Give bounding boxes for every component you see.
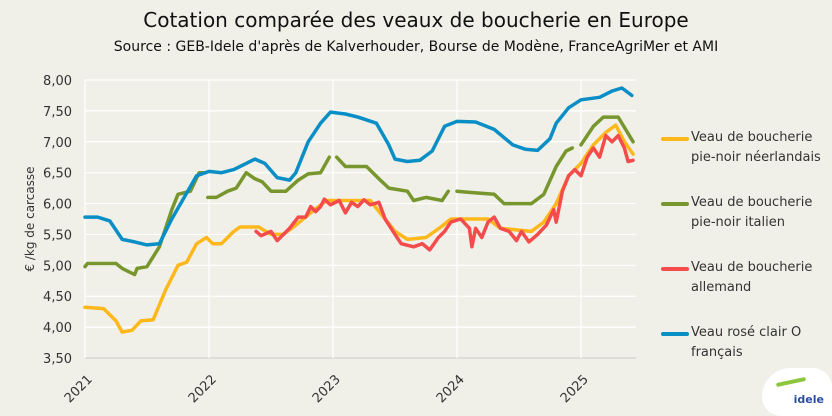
legend-label: français xyxy=(691,345,743,360)
series-line-1 xyxy=(83,115,635,277)
legend-swatch xyxy=(661,332,689,336)
legend-swatch xyxy=(661,202,689,206)
chart-title: Cotation comparée des veaux de boucherie… xyxy=(143,8,689,32)
series-line-2 xyxy=(254,133,635,252)
x-tick-label: 2021 xyxy=(62,372,96,406)
series-line-3 xyxy=(83,86,634,247)
y-tick-label: 7,00 xyxy=(43,136,72,151)
legend-item-italien: Veau de boucherie pie-noir italien xyxy=(661,193,831,258)
x-tick-label: 2025 xyxy=(558,372,592,406)
x-tick-label: 2024 xyxy=(434,372,468,406)
legend-item-francais: Veau rosé clair O français xyxy=(661,323,831,388)
legend-label: pie-noir néerlandais xyxy=(691,150,821,165)
chart-subtitle: Source : GEB-Idele d'après de Kalverhoud… xyxy=(113,39,719,55)
legend-label: Veau de boucherie xyxy=(691,260,813,275)
y-tick-label: 5,00 xyxy=(43,259,72,274)
y-tick-label: 8,00 xyxy=(43,74,72,89)
legend-swatch xyxy=(661,137,689,141)
y-tick-label: 6,00 xyxy=(43,198,72,213)
y-axis-label: € /kg de carcasse xyxy=(23,166,37,271)
legend-swatch xyxy=(661,267,689,271)
y-tick-label: 4,00 xyxy=(43,321,72,336)
idele-logo: idele xyxy=(762,368,832,416)
legend-item-allemand: Veau de boucherie allemand xyxy=(661,258,831,323)
legend-label: pie-noir italien xyxy=(691,215,785,230)
legend-label: Veau de boucherie xyxy=(691,130,813,145)
legend-label: allemand xyxy=(691,280,752,295)
x-tick-label: 2023 xyxy=(310,372,344,406)
legend-item-neerlandais: Veau de boucherie pie-noir néerlandais xyxy=(661,128,831,193)
y-tick-label: 7,50 xyxy=(43,105,72,120)
y-tick-label: 5,50 xyxy=(43,228,72,243)
x-tick-label: 2022 xyxy=(186,372,220,406)
y-tick-label: 6,50 xyxy=(43,167,72,182)
legend-label: Veau de boucherie xyxy=(691,195,813,210)
y-tick-label: 3,50 xyxy=(43,352,72,367)
legend: Veau de boucherie pie-noir néerlandais V… xyxy=(661,128,831,388)
legend-label: Veau rosé clair O xyxy=(691,325,802,340)
y-tick-label: 4,50 xyxy=(43,290,72,305)
